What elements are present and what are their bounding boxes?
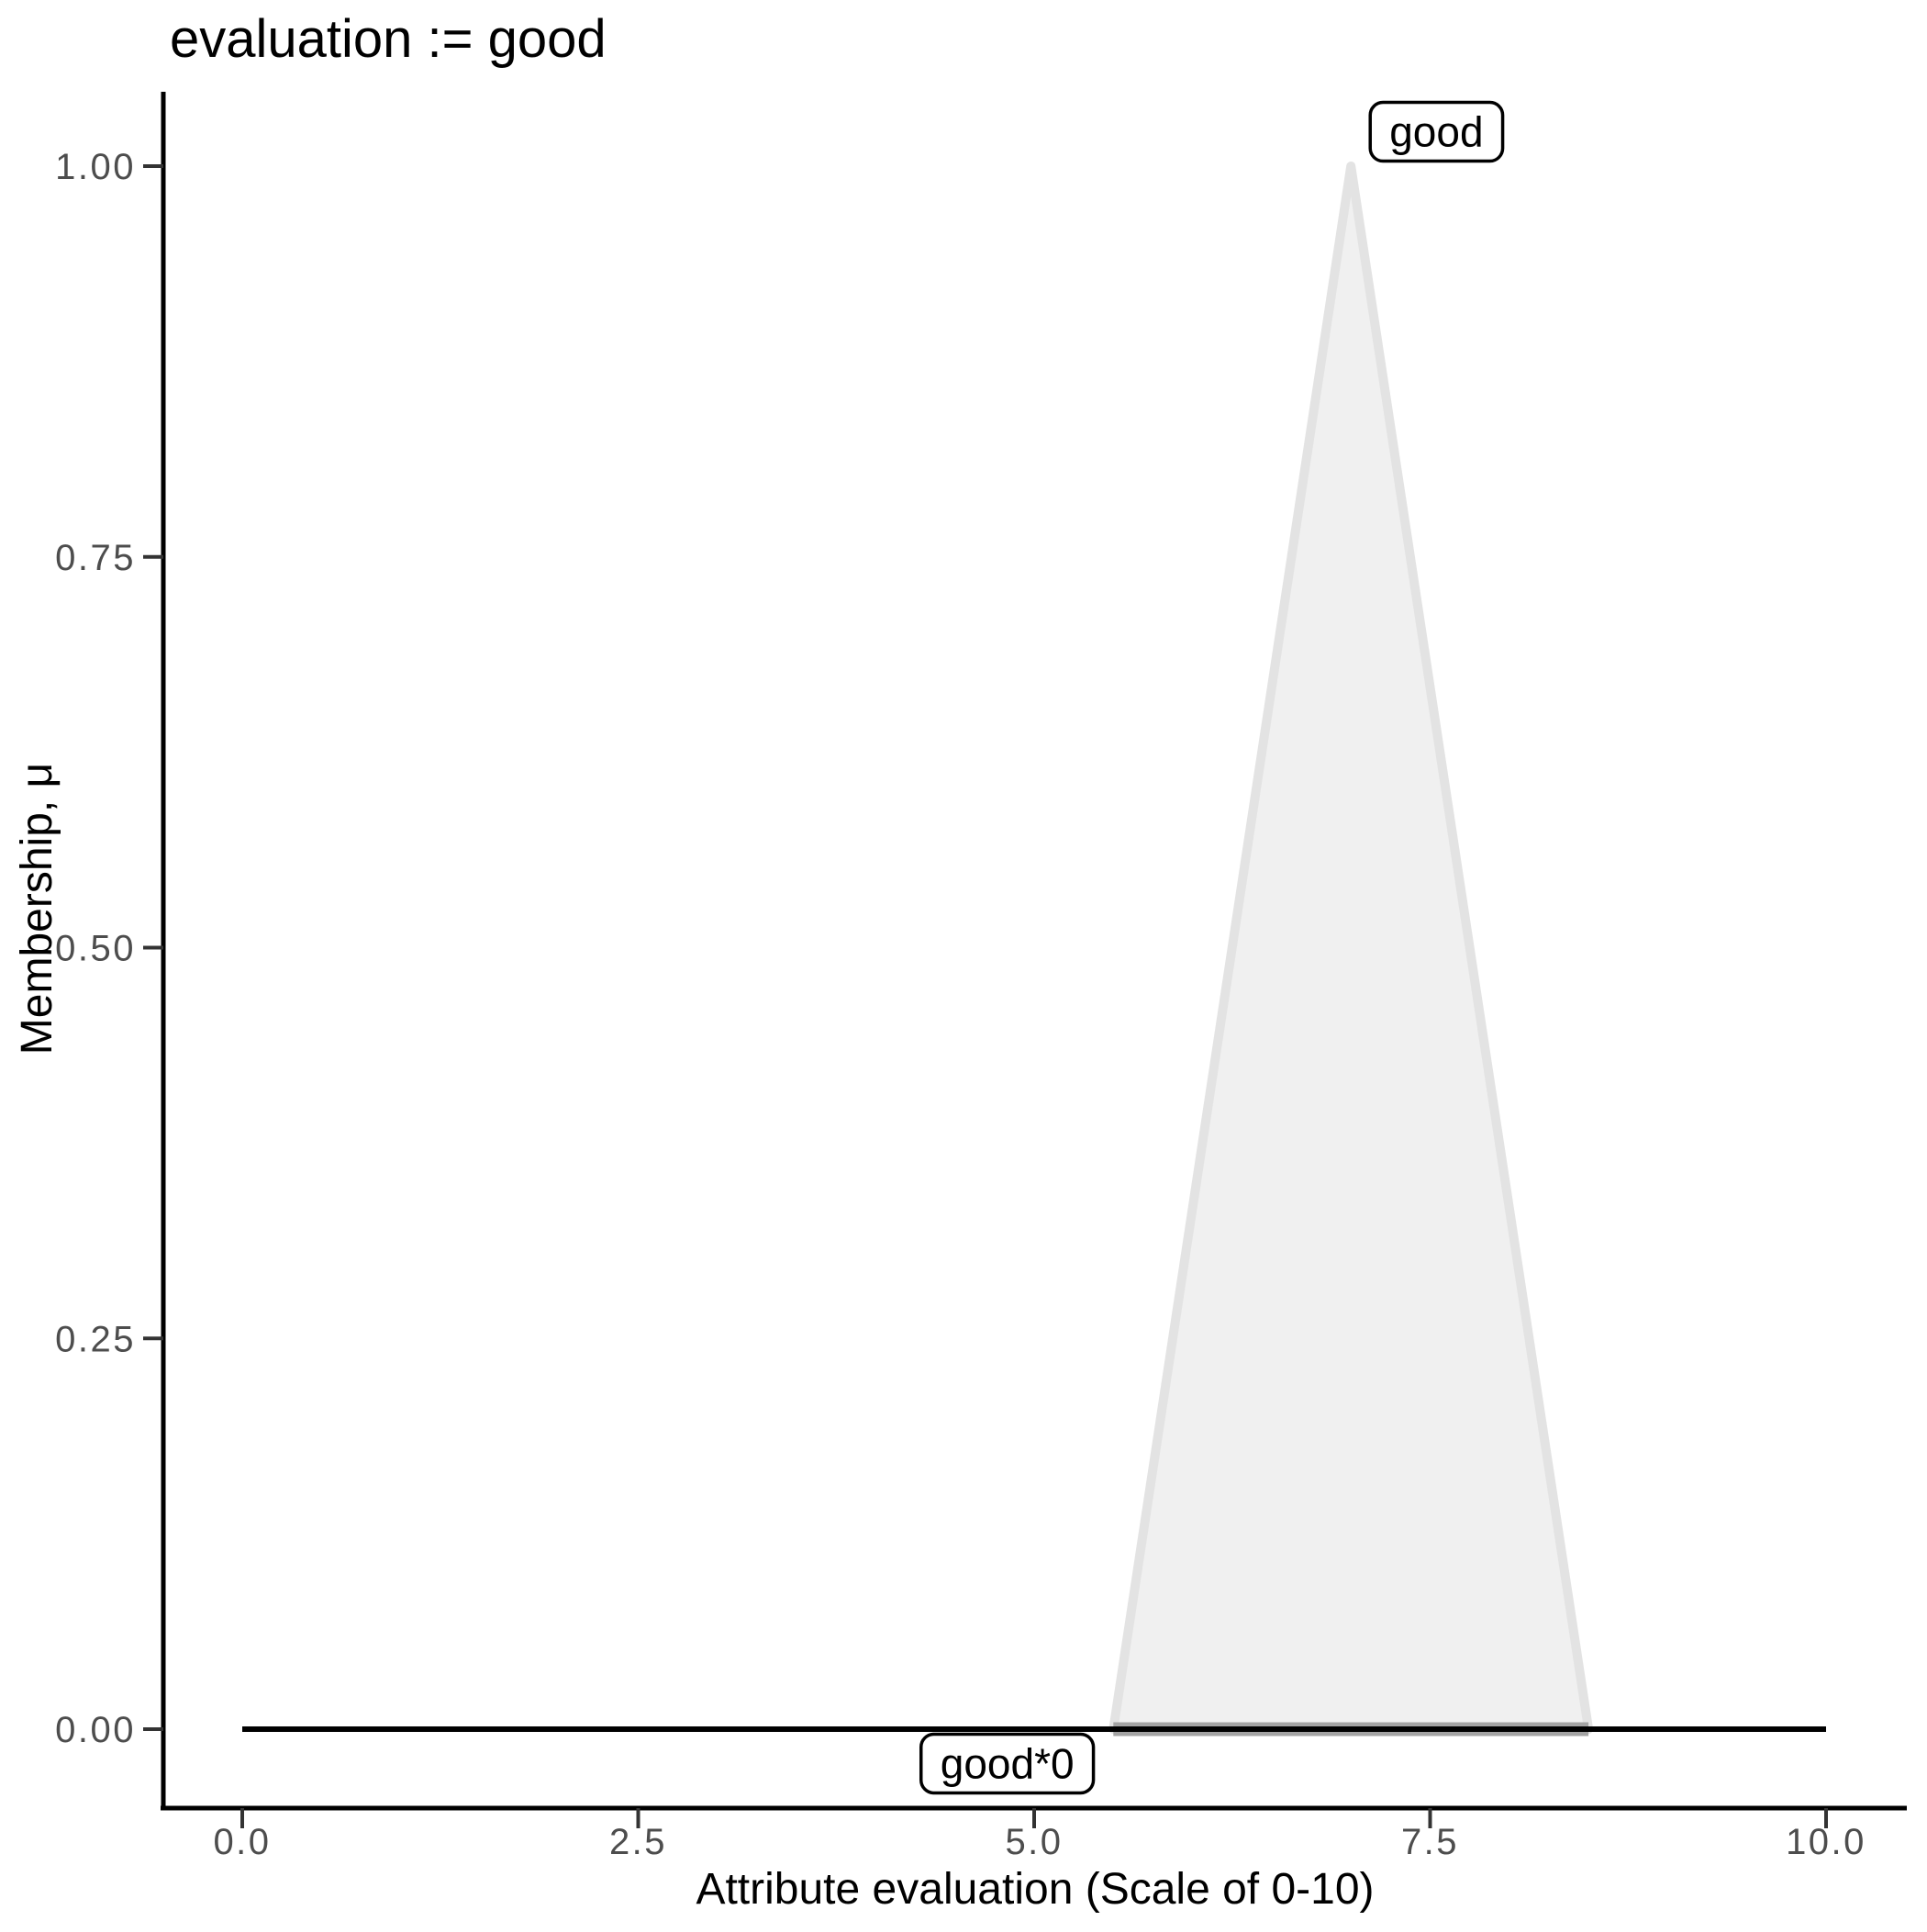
x-tick-label: 0.0	[213, 1822, 271, 1862]
annotation-box	[1368, 100, 1505, 163]
y-tick-label: 0.50	[55, 929, 136, 969]
y-tick-label: 0.25	[55, 1319, 136, 1359]
chart-title: evaluation := good	[170, 9, 607, 69]
membership-area-good	[1108, 162, 1594, 1734]
plot-area: 0.0 2.5 5.0 7.5 10.0 0.00 0.25 0.50 0.75 1.00 good…	[55, 92, 1907, 1862]
x-tick-label: 10.0	[1786, 1822, 1866, 1862]
annotation-label: good	[1389, 108, 1483, 156]
x-axis-title: Attribute evaluation (Scale of 0-10)	[696, 1865, 1374, 1914]
x-tick-label: 5.0	[1005, 1822, 1063, 1862]
y-tick-label: 1.00	[55, 147, 136, 187]
y-axis-title: Membership, μ	[13, 763, 61, 1055]
x-tick-label: 2.5	[609, 1822, 667, 1862]
x-tick-label: 7.5	[1401, 1822, 1459, 1862]
annotation-box	[919, 1732, 1096, 1795]
y-tick-label: 0.75	[55, 538, 136, 578]
annotation-label: good*0	[941, 1739, 1075, 1787]
y-tick-label: 0.00	[55, 1710, 136, 1750]
